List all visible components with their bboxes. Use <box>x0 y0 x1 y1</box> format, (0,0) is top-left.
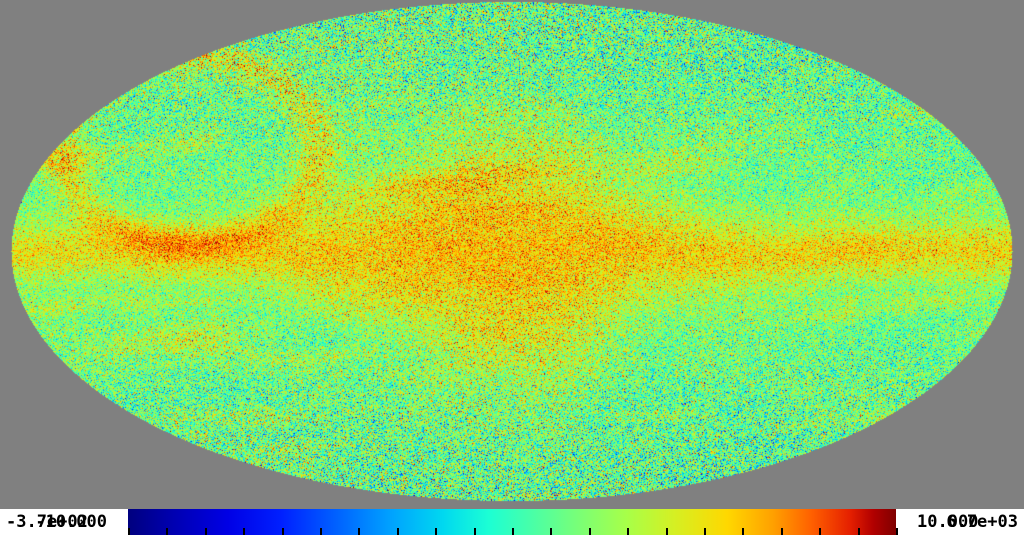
colorbar-tick <box>704 528 706 535</box>
colorbar-tick <box>588 528 591 535</box>
colorbar-max-label: 10.000 <box>917 512 979 532</box>
colorbar-tick <box>243 528 246 535</box>
colorbar-tick <box>128 528 130 535</box>
colorbar-tick <box>819 528 822 535</box>
colorbar-tick <box>166 528 169 535</box>
sky-map-panel <box>0 0 1024 503</box>
colorbar-tick <box>396 528 399 535</box>
colorbar-tick <box>627 528 630 535</box>
colorbar-tick <box>281 528 284 535</box>
colorbar-tick <box>473 528 476 535</box>
mollweide-sky-map <box>0 0 1024 503</box>
colorbar-under-label: -3.7e+02 <box>6 512 88 532</box>
colorbar-tick <box>204 528 207 535</box>
colorbar-tick <box>742 528 745 535</box>
colorbar-over-label: 6.7e+03 <box>946 512 1018 532</box>
colorbar-tick <box>320 528 322 535</box>
colorbar-min-label: -10.000 <box>35 512 107 532</box>
colorbar-tick <box>896 528 898 535</box>
colorbar-panel: -3.7e+02 -10.000 10.000 6.7e+03 <box>0 509 1024 535</box>
colorbar-tick <box>435 528 438 535</box>
colorbar-tick <box>780 528 783 535</box>
colorbar-tick <box>512 528 514 535</box>
colorbar-tick <box>857 528 860 535</box>
colorbar-strip[interactable] <box>128 509 898 535</box>
colorbar-tick <box>550 528 553 535</box>
colorbar-tick <box>665 528 668 535</box>
colorbar-tick <box>358 528 361 535</box>
